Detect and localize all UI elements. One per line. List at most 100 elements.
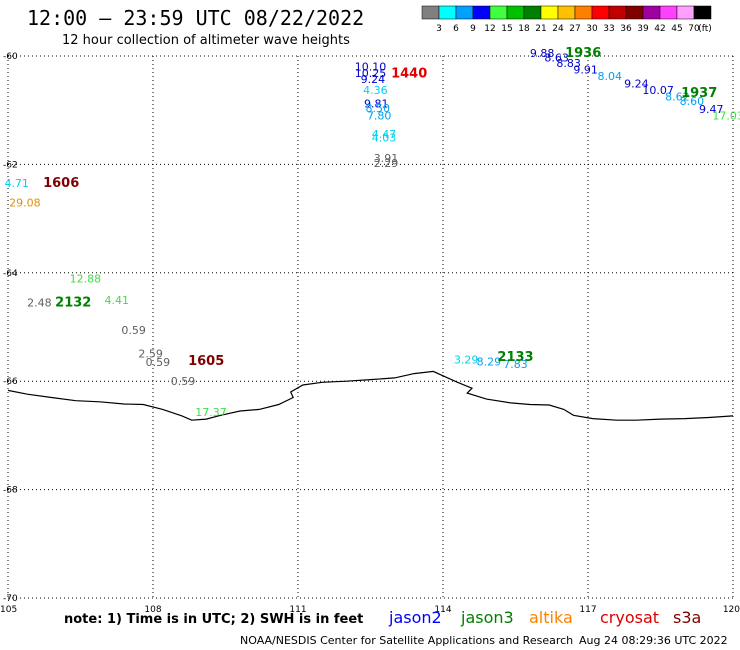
wave-height-value: 7.80	[367, 109, 392, 122]
legend-bin-label: 12	[484, 24, 495, 34]
legend-swatch	[472, 5, 491, 20]
map-title: 12:00 – 23:59 UTC 08/22/2022	[27, 6, 365, 30]
pass-time-label: 1936	[565, 46, 601, 61]
legend-bin-label: 6	[453, 24, 459, 34]
legend-swatch	[676, 5, 695, 20]
lon-tick-label: 120	[723, 605, 740, 615]
lon-tick-label: 108	[144, 605, 161, 615]
legend-bin-label: 42	[654, 24, 665, 34]
legend-swatch	[523, 5, 542, 20]
wave-height-value: 8.63	[544, 51, 569, 64]
wave-height-value: 0.59	[146, 356, 171, 369]
legend-bin-label: 30	[586, 24, 598, 34]
legend-swatch	[506, 5, 525, 20]
legend-bin-label: 3	[436, 24, 442, 34]
lon-tick-label: 105	[0, 605, 17, 615]
legend-bin-label: 9	[470, 24, 476, 34]
wave-height-value: 2.48	[27, 296, 52, 309]
lon-tick-label: 117	[579, 605, 596, 615]
legend-swatch	[659, 5, 678, 20]
wave-height-value: 10.10	[355, 61, 387, 74]
legend-swatch	[455, 5, 474, 20]
pass-time-label: 1937	[681, 86, 717, 101]
wave-height-value: 29.08	[9, 197, 41, 210]
wave-height-value: 10.25	[355, 67, 387, 80]
wave-height-value: 7.83	[503, 358, 528, 371]
wave-height-value: 8.83	[556, 57, 581, 70]
legend-bin-label: 33	[603, 24, 614, 34]
antarctic-coastline	[7, 370, 734, 421]
legend-bin-label: 36	[620, 24, 632, 34]
legend-swatch	[557, 5, 576, 20]
legend-bin-label: 21	[535, 24, 546, 34]
legend-swatch	[642, 5, 661, 20]
wave-height-value: 2.59	[138, 347, 163, 360]
legend-swatch	[625, 5, 644, 20]
wave-height-value: 8.62	[665, 90, 690, 103]
pass-time-label: 2132	[55, 295, 91, 310]
units-note: note: 1) Time is in UTC; 2) SWH is in fe…	[64, 612, 364, 627]
map-tick-labels: 105 108 111 114 117 120 -60 -62 -64 -66 -68 -70	[0, 52, 740, 615]
wave-height-value: 9.24	[624, 77, 649, 90]
wave-height-value: 10.07	[642, 84, 674, 97]
wave-height-value: 3.29	[454, 353, 479, 366]
wave-height-value: 17.37	[195, 406, 227, 419]
legend-bin-label: 27	[569, 24, 580, 34]
wave-height-value: 4.03	[372, 132, 397, 145]
lon-tick-label: 111	[289, 605, 306, 615]
lat-tick-label: -64	[3, 269, 18, 279]
legend-swatch	[540, 5, 559, 20]
wave-height-value: 8.50	[366, 102, 391, 115]
satellite-cryosat: cryosat	[600, 608, 660, 627]
legend-bin-label: 18	[518, 24, 530, 34]
wave-height-value: 4.36	[363, 84, 388, 97]
wave-height-value: 9.88	[530, 47, 555, 60]
wave-height-value: 9.81	[364, 97, 389, 110]
legend-unit-label: (ft)	[698, 24, 712, 34]
lat-tick-label: -68	[3, 486, 18, 496]
wave-height-value: 4.71	[4, 177, 29, 190]
legend-swatch	[591, 5, 610, 20]
wave-height-value: 0.59	[121, 324, 146, 337]
pass-time-label: 2133	[497, 350, 533, 365]
legend-bin-label: 70	[688, 24, 700, 34]
lat-tick-label: -70	[3, 594, 18, 604]
wave-height-value: 12.88	[70, 273, 102, 286]
lat-tick-label: -60	[3, 52, 18, 62]
wave-height-value: 4.41	[105, 294, 130, 307]
lat-tick-label: -62	[3, 160, 18, 170]
legend-swatch	[608, 5, 627, 20]
footer-credit: NOAA/NESDIS Center for Satellite Applica…	[240, 634, 574, 647]
legend-swatch	[693, 5, 712, 20]
satellite-s3a: s3a	[673, 608, 702, 627]
legend-swatch	[421, 5, 440, 20]
wave-height-value: 3.91	[374, 152, 399, 165]
legend-bin-label: 24	[552, 24, 564, 34]
satellite-jason2: jason2	[389, 608, 442, 627]
wave-height-value: 0.59	[171, 375, 196, 388]
satellite-altika: altika	[529, 608, 573, 627]
map-grid	[7, 55, 734, 599]
satellite-jason3: jason3	[461, 608, 514, 627]
wave-height-value: 8.04	[598, 70, 623, 83]
wave-height-value: 4.47	[372, 128, 397, 141]
pass-time-label: 1606	[43, 176, 79, 191]
legend-swatch	[574, 5, 593, 20]
pass-time-label: 1605	[188, 354, 224, 369]
legend-swatch	[489, 5, 508, 20]
legend-bin-label: 45	[671, 24, 682, 34]
map-subtitle: 12 hour collection of altimeter wave hei…	[62, 33, 350, 48]
wave-height-value: 8.60	[680, 95, 705, 108]
pass-time-labels: 1606 2132 1605 1440 1936 1937 2133	[43, 46, 717, 369]
pass-time-label: 1440	[391, 67, 427, 82]
wave-height-value: 9.47	[699, 103, 724, 116]
legend-swatch	[438, 5, 457, 20]
lat-tick-label: -66	[3, 377, 18, 387]
wave-height-value: 17.03	[712, 109, 740, 122]
wave-height-legend: 3 6 9 12 15 18 21 24 27 30 33 36 39 42 45 70(ft)	[421, 5, 712, 34]
legend-bin-label: 15	[501, 24, 512, 34]
wave-height-value: 9.91	[573, 63, 598, 76]
footer-timestamp: Aug 24 08:29:36 UTC 2022	[579, 634, 728, 647]
lon-tick-label: 114	[434, 605, 451, 615]
